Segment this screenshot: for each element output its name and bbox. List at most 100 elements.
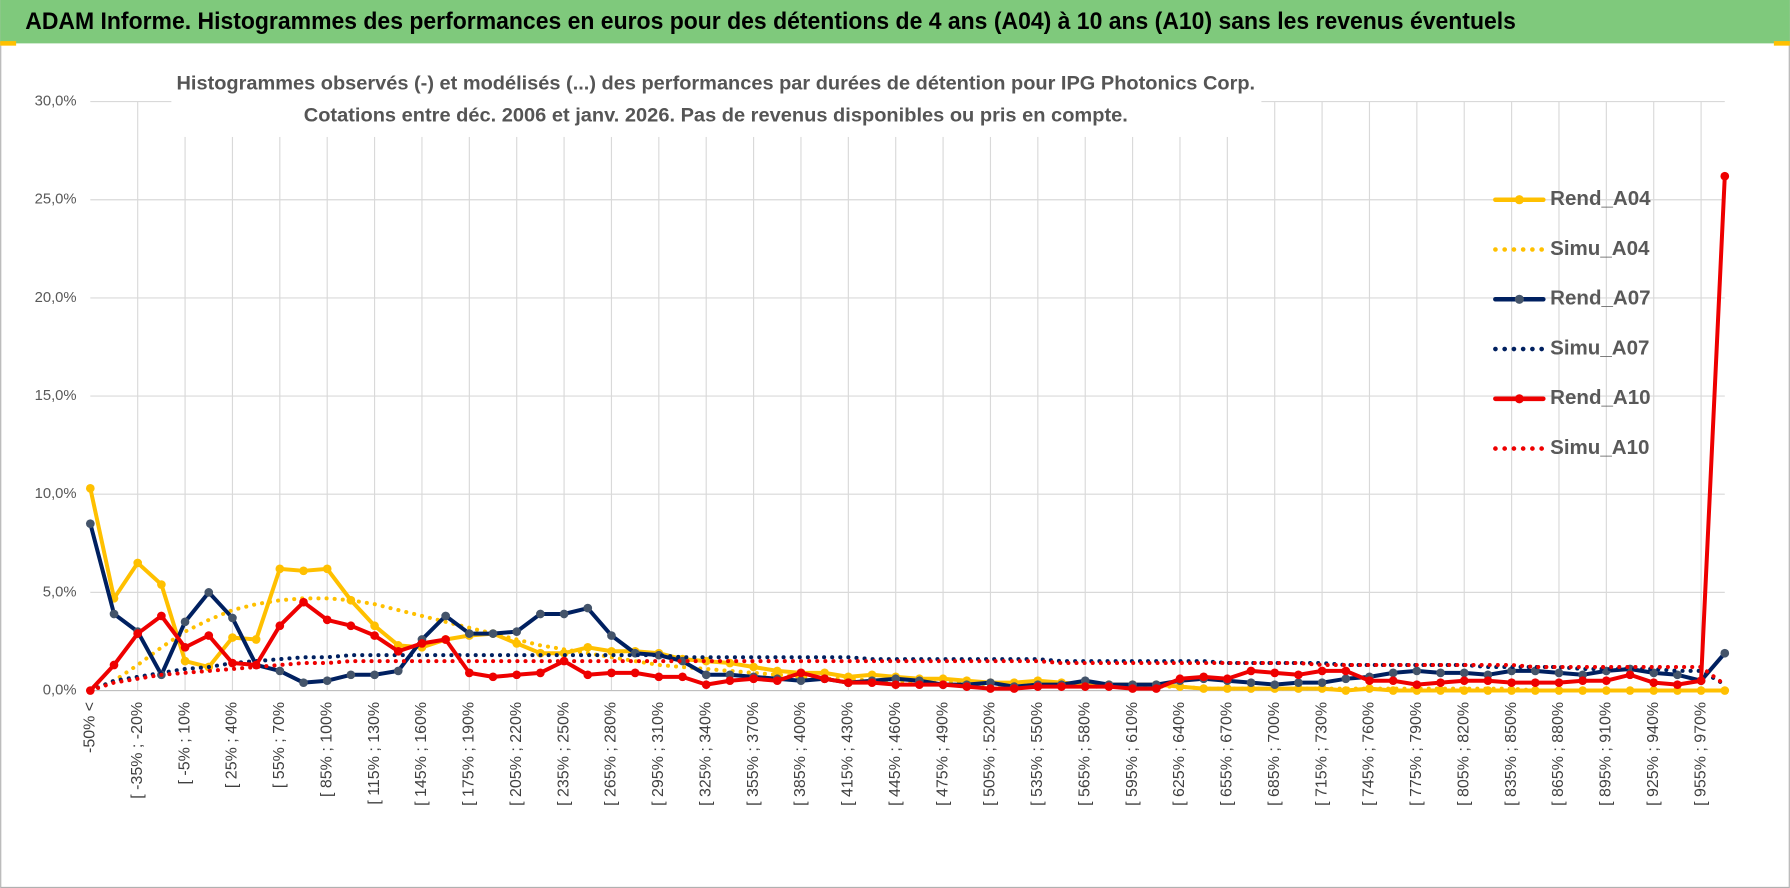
series-marker (1459, 676, 1469, 686)
series-marker (512, 627, 522, 636)
x-tick-label: [ 325% ; 340% (697, 702, 714, 806)
series-marker (536, 609, 545, 619)
series-marker (701, 656, 711, 666)
series-marker (1459, 668, 1469, 678)
x-tick-label: [ 595% ; 610% (1124, 702, 1141, 806)
series-line (88, 521, 1727, 689)
series-marker (915, 680, 924, 689)
series-marker (464, 668, 474, 678)
x-tick-label: [ 385% ; 400% (792, 702, 809, 806)
x-tick-label: [ 835% ; 850% (1503, 702, 1520, 806)
series-marker (820, 674, 829, 684)
y-tick-label: 0,0% (43, 682, 77, 698)
series-marker (607, 631, 616, 640)
x-tick-label: [ 625% ; 640% (1171, 702, 1188, 806)
series-marker (772, 666, 782, 676)
y-tick-label: 30,0% (35, 94, 77, 110)
legend-marker (1514, 195, 1524, 205)
series-marker (1199, 672, 1208, 682)
series-marker (1483, 676, 1493, 686)
series-marker (1365, 676, 1374, 686)
series-marker (559, 609, 569, 619)
series-marker (488, 629, 498, 638)
corner (1773, 41, 1790, 46)
series-marker (512, 670, 522, 680)
series-marker (180, 617, 190, 627)
series-marker (938, 680, 948, 689)
x-tick-label: [ 745% ; 760% (1361, 702, 1378, 806)
series-marker (1649, 668, 1659, 678)
x-tick-label: [ 55% ; 70% (271, 702, 288, 788)
x-tick-label: [ 715% ; 730% (1313, 702, 1330, 806)
series-marker (133, 629, 143, 638)
series-marker (891, 680, 901, 689)
x-tick-label: -50% < (82, 702, 99, 753)
series-marker (701, 670, 711, 680)
series-marker (1270, 680, 1280, 689)
series-marker (488, 672, 498, 682)
series-marker (228, 633, 237, 642)
x-tick-label: [ 955% ; 970% (1692, 702, 1709, 806)
series-marker (962, 682, 972, 691)
x-tick-label: [ 355% ; 370% (745, 702, 762, 806)
series-marker (346, 621, 356, 631)
y-tick-label: 15,0% (35, 388, 77, 404)
x-tick-label: [ 115% ; 130% (366, 702, 383, 805)
y-tick-label: 5,0% (43, 584, 77, 600)
series-marker (1317, 666, 1327, 676)
series-marker (370, 631, 379, 640)
x-tick-label: [ 655% ; 670% (1219, 702, 1236, 806)
series-marker (204, 588, 214, 597)
series-marker (1436, 668, 1445, 678)
series-marker (299, 566, 308, 576)
series-marker (1341, 674, 1351, 684)
series-marker (441, 611, 450, 621)
legend-label: Simu_A04 (1550, 237, 1650, 260)
series-marker (1720, 171, 1730, 181)
series-marker (1388, 676, 1398, 686)
series-marker (512, 639, 522, 648)
series-marker (204, 631, 214, 640)
series-marker (322, 564, 332, 574)
series-marker (109, 660, 119, 670)
x-tick-label: [ 25% ; 40% (224, 702, 241, 788)
x-tick-label: [ 85% ; 100% (318, 702, 335, 797)
series-line (88, 596, 1727, 693)
series-marker (1294, 670, 1303, 680)
series-marker (441, 635, 450, 644)
series-marker (725, 676, 735, 686)
series-marker (1246, 678, 1256, 688)
y-tick-label: 20,0% (35, 290, 77, 306)
x-tick-label: [ 265% ; 280% (603, 702, 620, 806)
x-tick-label: [ 145% ; 160% (413, 702, 430, 806)
legend-label: Rend_A10 (1550, 386, 1650, 409)
series-marker (1625, 670, 1635, 680)
series-marker (1223, 674, 1232, 684)
series-marker (1673, 680, 1682, 689)
series-marker (1554, 668, 1564, 678)
x-tick-label: [ 805% ; 820% (1455, 702, 1472, 806)
series-marker (630, 668, 640, 678)
series-marker (867, 678, 877, 688)
series-marker (1388, 668, 1398, 678)
y-tick-label: 10,0% (35, 486, 77, 502)
series-marker (749, 662, 758, 672)
series-marker (678, 656, 687, 666)
series-marker (1057, 682, 1066, 691)
plot: 0,0% 5,0% 10,0% 15,0% 20,0% 25,0% 30,0% -50% < [… (35, 94, 1730, 806)
series-marker (607, 668, 616, 678)
series-marker (393, 666, 403, 676)
series-marker (275, 564, 285, 574)
x-tick-label: [ 505% ; 520% (982, 702, 999, 806)
x-tick-label: [ 685% ; 700% (1266, 702, 1283, 806)
series-marker (654, 672, 664, 682)
series-marker (251, 635, 261, 644)
series-marker (1270, 668, 1280, 678)
series-marker (678, 672, 687, 682)
series-marker (417, 639, 427, 648)
x-tick-label: [ 205% ; 220% (508, 702, 525, 806)
series-marker (1080, 682, 1090, 691)
series-marker (654, 650, 664, 660)
series-marker (1530, 678, 1540, 688)
